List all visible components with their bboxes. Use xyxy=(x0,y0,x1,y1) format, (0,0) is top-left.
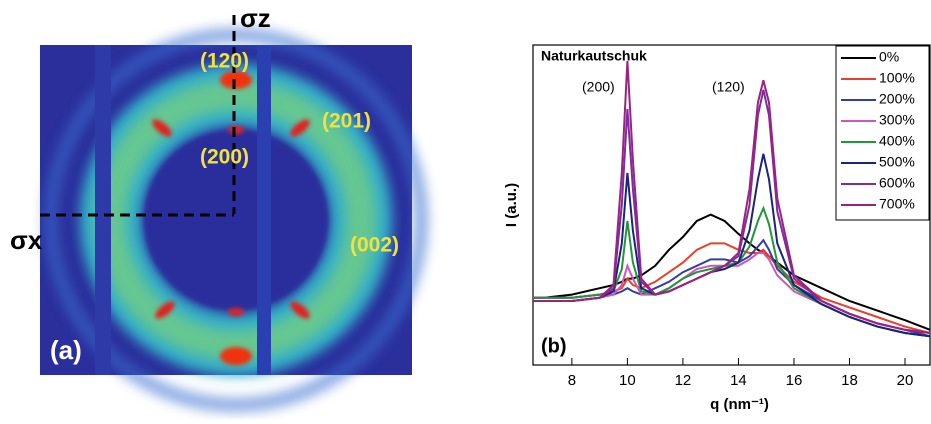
series-line xyxy=(533,238,931,338)
annotation: Naturkautschuk xyxy=(541,48,647,64)
reflection-label: (201) xyxy=(322,110,371,133)
sigma-z: σz xyxy=(240,3,271,33)
x-tick-label: 14 xyxy=(730,372,747,389)
reflection-label: (200) xyxy=(200,146,249,169)
x-tick-label: 10 xyxy=(619,372,636,389)
legend-box xyxy=(835,45,930,221)
annotation: (200) xyxy=(582,79,615,95)
legend-label: 700% xyxy=(879,196,915,212)
legend-label: 200% xyxy=(879,91,915,107)
legend-label: 400% xyxy=(879,133,915,149)
legend-label: 500% xyxy=(879,154,915,170)
x-tick-label: 18 xyxy=(841,372,858,389)
diffraction-image: σz σx (120) (201) (200) (002) (a) xyxy=(10,3,428,412)
x-tick-label: 20 xyxy=(897,372,914,389)
annotation: (120) xyxy=(712,79,745,95)
legend-label: 300% xyxy=(879,112,915,128)
y-axis-label: I (a.u.) xyxy=(503,183,520,227)
panel-label: (a) xyxy=(50,335,82,365)
x-tick-label: 16 xyxy=(786,372,803,389)
x-tick-label: 12 xyxy=(675,372,692,389)
reflection-label: (120) xyxy=(200,50,249,73)
x-tick-label: 8 xyxy=(568,372,576,389)
x-axis-label: q (nm⁻¹) xyxy=(710,396,769,413)
legend-label: 100% xyxy=(879,70,915,86)
series-line xyxy=(533,213,931,331)
series-line xyxy=(533,242,931,334)
legend-label: 0% xyxy=(879,49,899,65)
series-line xyxy=(533,60,931,334)
sigma-x: σx xyxy=(10,225,43,255)
plot: 8 10 12 14 16 18 20 q (nm⁻¹) I (a.u.) Naturkautsc… xyxy=(503,44,931,413)
legend-label: 600% xyxy=(879,175,915,191)
reflection-label: (002) xyxy=(350,234,399,257)
annotation: (b) xyxy=(541,335,567,357)
plot-frame xyxy=(532,44,931,366)
